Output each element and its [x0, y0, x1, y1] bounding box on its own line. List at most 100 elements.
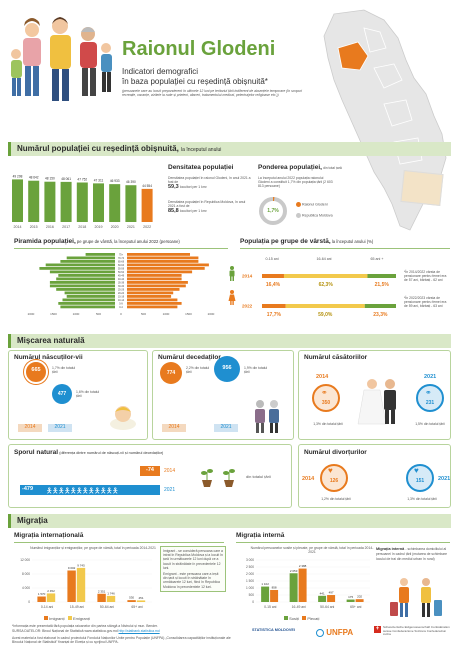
pyramid-bar-women-0-4 [127, 305, 178, 309]
density-value-country: 85,8 [168, 208, 179, 215]
divorces-panel [298, 444, 451, 508]
density-title: Densitatea populației [168, 164, 234, 171]
deaths-2014-circle [160, 362, 182, 384]
divorces-2021-circle [406, 464, 434, 492]
pyramid-bar-men-15-19 [66, 295, 115, 298]
deaths-2021-circle [214, 356, 240, 382]
int-axis-tick: 8 000 [22, 572, 30, 576]
age-segment-label-2022-1: 59,0% [318, 312, 333, 318]
logo-statistica: STATISTICA MOLDOVEI [252, 628, 302, 633]
emigrant-definition: Emigrant - este persoana care a ieșit di… [163, 572, 220, 589]
pyramid-title-block: Piramida populației, pe grupe de vârstă,… [14, 238, 180, 245]
int-label-a-1: 9 002 [68, 566, 76, 570]
pyramid-title: Piramida populației, [14, 238, 76, 245]
dom-axis-tick: 500 [249, 593, 255, 597]
natural-2021-people-icons: 🯅🯅🯅🯅🯅🯅🯅🯅🯅🯅🯅🯅 [46, 486, 119, 495]
population-bars-svg: 49 298 2014 48 642 2015 48 150 2016 48 061 2017… [12, 174, 153, 229]
dom-migration-title: Migrația internă [236, 532, 285, 539]
deaths-panel [152, 350, 294, 440]
births-2021-year: 2021 [48, 424, 72, 432]
births-2014-circle [24, 360, 48, 384]
pyramid-age-label-60-64: 60-64 [118, 264, 125, 267]
marriages-2014-year-label: 2014 [316, 374, 329, 380]
int-bar-b-2 [106, 595, 116, 602]
dom-label-b-0: 858 [272, 585, 277, 589]
pyramid-bar-men-40-44 [56, 277, 115, 281]
dom-label-b-1: 2 388 [299, 564, 307, 568]
dom-definition-text: - schimbarea domiciliului al persoanei î… [376, 547, 448, 562]
pyramid-age-label-20-24: 20-24 [118, 292, 125, 295]
population-bar-2015 [28, 180, 40, 222]
pyramid-age-label-10-14: 10-14 [118, 299, 125, 302]
footer-source: SURSA DATELOR: Biroul Național de Statis… [12, 629, 242, 633]
pyramid-axis-tick: 1500 [50, 312, 57, 316]
weight-title-small: din total țară [323, 166, 342, 170]
wedding-couple-illustration [352, 376, 408, 426]
population-bar-label-2017: 48 061 [61, 177, 71, 181]
footer-source-link[interactable]: http://statbank.statistica.md [118, 629, 160, 633]
pyramid-bar-men-10-14 [62, 298, 115, 302]
population-year-label-2016: 2016 [46, 225, 54, 229]
pyramid-bar-men-60-64 [45, 263, 116, 267]
age-segment-label-2014-2: 21,5% [375, 282, 390, 288]
header-note: (persoanele care au locuit preponderent … [122, 89, 302, 98]
logo-statistica-text: STATISTICA MOLDOVEI [252, 628, 295, 632]
footer-source-text: SURSA DATELOR: Biroul Național de Statis… [12, 629, 118, 633]
dom-axis-tick: 3 000 [246, 558, 254, 562]
pyramid-bar-women-60-64 [127, 263, 209, 267]
dom-label-b-2: 497 [329, 591, 334, 595]
age-groups-svg: 0-15 ani 16-64 ani 65 ani + 2014 16,4% 62,3% 2… [242, 257, 396, 318]
baby-illustration [108, 402, 138, 432]
int-legend: Imigranți Emigranți [44, 616, 90, 621]
int-bar-b-0 [46, 593, 56, 602]
population-bar-2016 [44, 181, 56, 222]
dom-bar-a-1 [289, 573, 298, 602]
pyramid-bar-women-35-39 [127, 281, 188, 284]
dom-axis-tick: 2 500 [246, 565, 254, 569]
natural-2014-value: -74 [146, 467, 154, 473]
population-bar-2021 [125, 185, 137, 222]
plant-icon-2021 [222, 466, 236, 488]
pyramid-bar-women-30-34 [127, 284, 186, 288]
pyramid-bar-men-35-39 [49, 281, 115, 284]
pyramid-age-label-30-34: 30-34 [118, 285, 125, 288]
natural-panel [8, 444, 292, 508]
int-migration-title: Migrația internațională [14, 532, 84, 539]
dom-bar-b-0 [270, 589, 279, 602]
population-year-label-2019: 2019 [95, 225, 103, 229]
pyramid-axis-tick: 500 [96, 312, 101, 316]
age-row-year-2022: 2022 [242, 304, 253, 309]
broken-heart-icon-2014: ♥ [328, 466, 333, 475]
int-label-b-3: 451 [138, 596, 143, 600]
int-bar-a-0 [37, 596, 46, 602]
elderly-couple-illustration [250, 398, 284, 434]
pyramid-bar-men-5-9 [58, 302, 115, 305]
pyramid-axis-tick: 1500 [185, 312, 192, 316]
dom-definition-title: Migrația internă [376, 547, 405, 551]
natural-2014-year: 2014 [164, 468, 176, 474]
pyramid-bar-men-55-59 [39, 267, 115, 270]
density-item-country: Densitatea populației în Republica Moldo… [168, 200, 252, 214]
density-text-country: Densitatea populației în Republica Moldo… [168, 200, 246, 209]
pyramid-age-label-70-74: 70-74 [118, 257, 125, 260]
density-unit-region: locuitori per 1 km² [179, 185, 207, 190]
weight-text: La începutul anului 2022 populația raion… [258, 176, 333, 189]
population-year-label-2022: 2022 [143, 225, 151, 229]
photo-family [400, 169, 444, 207]
age-segment-2022-0 [262, 304, 286, 308]
int-bar-a-1 [67, 570, 76, 602]
marriages-2021-year-label: 2021 [424, 374, 437, 380]
pyramid-bar-women-15-19 [127, 295, 172, 298]
int-label-a-3: 530 [129, 596, 134, 600]
legend-region: Raionul Glodeni [296, 202, 333, 207]
age-row-year-2014: 2014 [242, 274, 253, 279]
legend-arrived: Sosiți [289, 616, 299, 621]
pyramid-age-label-55-59: 55-59 [118, 268, 125, 271]
page-title: Raionul Glodeni [122, 38, 276, 60]
population-year-label-2015: 2015 [30, 225, 38, 229]
legend-country: Republica Moldova [296, 213, 333, 218]
pyramid-axis-tick: 0 [120, 312, 122, 316]
dom-axis-tick: 1 500 [246, 579, 254, 583]
age-segment-label-2022-2: 23,3% [373, 312, 388, 318]
